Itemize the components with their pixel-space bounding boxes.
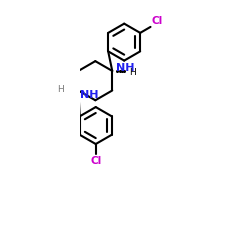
Text: NH: NH <box>80 90 98 101</box>
Text: H: H <box>129 68 136 76</box>
Text: H: H <box>57 85 64 94</box>
Text: NH: NH <box>116 63 134 73</box>
Text: Cl: Cl <box>90 156 101 166</box>
Text: Cl: Cl <box>152 16 163 26</box>
